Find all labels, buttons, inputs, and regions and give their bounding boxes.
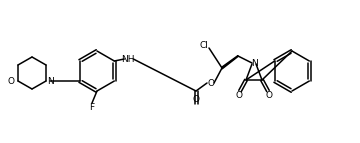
Text: O: O	[207, 79, 215, 88]
Text: Cl: Cl	[199, 41, 208, 50]
Text: NH: NH	[122, 54, 135, 63]
Text: O: O	[193, 96, 199, 105]
Text: O: O	[8, 77, 15, 86]
Text: O: O	[266, 91, 273, 100]
Text: F: F	[89, 103, 95, 112]
Text: N: N	[252, 58, 258, 67]
Polygon shape	[222, 55, 238, 69]
Text: O: O	[235, 91, 243, 100]
Text: N: N	[47, 77, 54, 86]
